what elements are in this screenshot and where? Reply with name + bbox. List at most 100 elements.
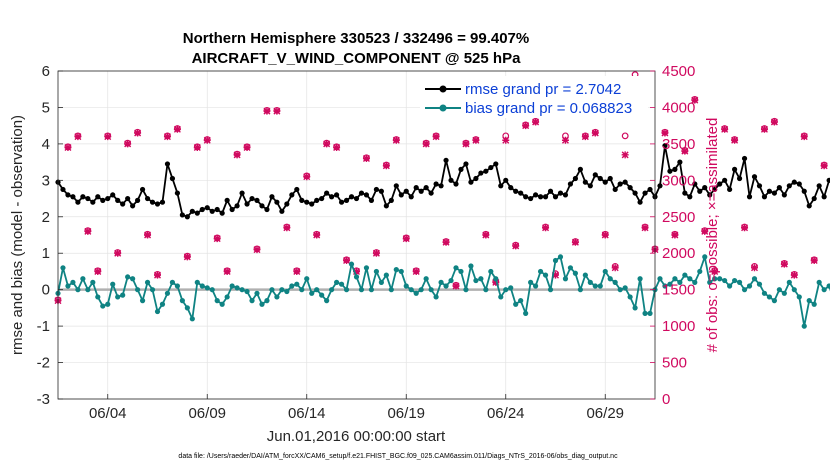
rmse-point-40 (254, 197, 260, 203)
rmse-point-124 (672, 166, 678, 172)
obs-assimilated-point-32 (372, 249, 380, 257)
bias-point-16 (135, 287, 141, 293)
bias-point-47 (289, 283, 295, 289)
y-tick-label-right-1: 500 (662, 355, 687, 372)
rmse-point-3 (70, 194, 76, 200)
bias-point-74 (423, 276, 429, 282)
bias-point-105 (577, 287, 583, 293)
bias-point-25 (179, 298, 185, 304)
rmse-point-57 (338, 199, 345, 205)
obs-assimilated-point-46 (512, 242, 520, 250)
rmse-point-97 (537, 194, 544, 200)
rmse-point-131 (707, 192, 713, 198)
bias-point-83 (468, 263, 474, 269)
bias-point-20 (154, 308, 161, 315)
bias-point-100 (552, 257, 559, 264)
obs-assimilated-point-16 (213, 235, 221, 243)
bias-point-62 (363, 265, 370, 271)
rmse-point-148 (791, 179, 797, 185)
y-tick-label-left-5: 2 (42, 209, 50, 226)
rmse-point-30 (204, 205, 210, 211)
rmse-point-38 (244, 201, 250, 207)
obs-assimilated-point-66 (711, 267, 719, 275)
y-tick-label-right-2: 1000 (662, 318, 695, 335)
bias-point-85 (478, 276, 484, 282)
y-axis-label-right: # of obs: o=possible; ×=assimilated (704, 118, 721, 353)
y-tick-label-right-5: 2500 (662, 209, 695, 226)
rmse-point-63 (368, 197, 375, 203)
bias-point-59 (348, 261, 355, 267)
rmse-point-50 (304, 199, 310, 205)
bias-point-124 (672, 276, 678, 282)
obs-assimilated-point-10 (154, 271, 161, 279)
rmse-point-21 (159, 199, 166, 205)
bias-point-64 (373, 268, 379, 275)
obs-assimilated-point-71 (760, 125, 768, 133)
rmse-point-76 (433, 181, 439, 187)
legend-marker-rmse (439, 85, 447, 93)
rmse-point-133 (717, 181, 723, 187)
tick-marks (58, 70, 655, 400)
bias-point-45 (279, 287, 285, 293)
obs-assimilated-point-49 (542, 224, 550, 232)
y-tick-label-right-6: 3000 (662, 172, 695, 189)
rmse-point-86 (483, 168, 489, 174)
rmse-point-121 (657, 183, 663, 189)
obs-assimilated-point-23 (283, 224, 291, 232)
rmse-point-90 (503, 177, 509, 183)
bias-point-109 (597, 283, 603, 289)
bias-point-147 (786, 279, 792, 285)
rmse-point-83 (468, 179, 474, 185)
bias-point-35 (229, 283, 235, 289)
rmse-point-135 (727, 186, 733, 193)
obs-assimilated-point-42 (472, 136, 480, 144)
obs-assimilated-point-77 (820, 162, 828, 170)
y-tick-label-left-0: -3 (37, 391, 50, 408)
obs-assimilated-point-53 (581, 133, 589, 141)
rmse-point-141 (756, 183, 763, 189)
obs-assimilated-point-18 (233, 151, 241, 159)
obs-assimilated-point-29 (343, 257, 351, 265)
bias-point-144 (771, 298, 778, 304)
rmse-point-61 (358, 190, 365, 196)
legend-box (420, 76, 648, 118)
bias-point-110 (602, 268, 608, 275)
rmse-point-45 (279, 208, 285, 214)
bias-point-40 (254, 290, 260, 296)
rmse-point-88 (493, 161, 499, 167)
bias-point-34 (224, 294, 230, 300)
rmse-point-139 (746, 194, 753, 200)
bias-point-94 (523, 310, 529, 316)
rmse-point-43 (269, 194, 275, 200)
rmse-point-23 (169, 175, 176, 182)
rmse-point-111 (607, 175, 613, 182)
rmse-point-122 (662, 143, 668, 149)
y-tick-label-right-7: 3500 (662, 136, 695, 153)
bias-point-32 (214, 298, 220, 304)
bias-point-108 (592, 283, 598, 289)
rmse-point-14 (125, 195, 131, 202)
bias-point-22 (164, 290, 171, 296)
y-tick-label-left-4: 1 (42, 245, 50, 262)
legend-marker-bias (439, 104, 447, 112)
bias-point-76 (433, 294, 439, 300)
rmse-point-123 (667, 168, 673, 174)
y-tick-label-right-3: 1500 (662, 282, 695, 299)
obs-assimilated-point-33 (382, 162, 390, 170)
obs-assimilated-point-3 (84, 227, 92, 235)
bias-point-13 (120, 292, 126, 298)
rmse-point-100 (552, 194, 559, 200)
bias-point-139 (746, 283, 753, 289)
rmse-point-82 (463, 161, 469, 167)
rmse-point-129 (697, 188, 703, 194)
bias-point-91 (508, 285, 514, 291)
bias-point-50 (304, 276, 310, 282)
bias-point-6 (85, 287, 91, 293)
obs-assimilated-point-19 (243, 144, 251, 152)
bias-point-9 (100, 303, 106, 309)
x-tick-label-3: 06/19 (387, 405, 425, 422)
rmse-point-127 (687, 194, 693, 200)
bias-point-12 (115, 294, 121, 300)
y-tick-label-left-9: 6 (42, 63, 50, 80)
rmse-point-5 (80, 194, 86, 200)
